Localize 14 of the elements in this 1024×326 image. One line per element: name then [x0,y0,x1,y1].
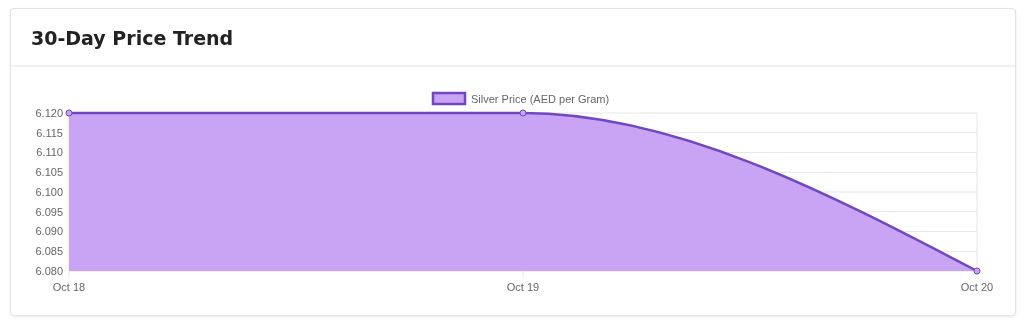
y-tick-label: 6.095 [35,205,63,218]
y-tick-label: 6.105 [35,166,63,179]
legend-label: Silver Price (AED per Gram) [471,92,610,105]
y-tick-label: 6.110 [36,146,63,159]
x-tick-label: Oct 18 [52,281,86,293]
y-tick-label: 6.080 [35,264,63,277]
y-tick-label: 6.085 [35,245,63,258]
chart-title: 30-Day Price Trend [31,27,234,49]
y-tick-label: 6.120 [35,106,63,119]
x-tick-label: Oct 20 [960,281,994,293]
y-tick-label: 6.090 [35,225,63,238]
y-tick-label: 6.100 [35,185,63,198]
y-tick-label: 6.115 [36,126,63,139]
x-tick-label: Oct 19 [506,281,540,293]
